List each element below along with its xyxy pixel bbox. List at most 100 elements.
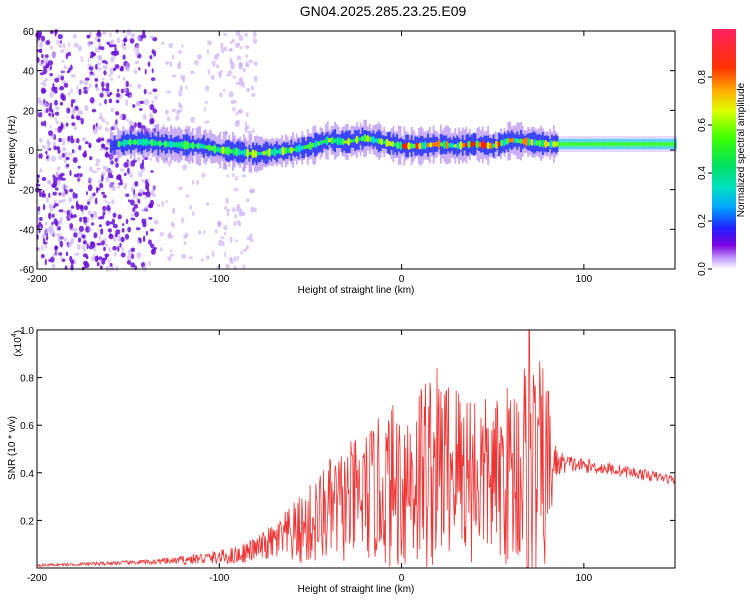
spectrogram-noise-cell	[69, 223, 74, 230]
spectrogram-noise-cell	[68, 42, 71, 48]
spectrogram-noise-cell	[193, 60, 199, 66]
spectrogram-band-cell	[467, 140, 471, 149]
spectrogram-noise-cell	[126, 167, 130, 175]
spectrogram-band-cell	[284, 147, 288, 155]
spectrogram-noise-cell	[101, 87, 105, 91]
spectrogram-noise-cell	[97, 54, 102, 60]
spectrogram-noise-cell	[172, 207, 176, 215]
spectrogram-noise-cell	[130, 213, 133, 218]
spectrogram-noise-cell	[48, 192, 51, 198]
snr-y-tick-label: 0.4	[20, 469, 34, 480]
spectrogram-noise-cell	[55, 220, 59, 227]
spectrogram-noise-cell	[167, 232, 170, 240]
spectrogram-noise-cell	[141, 208, 146, 212]
spectrogram-noise-cell	[61, 141, 65, 146]
spectrogram-band-cell	[429, 142, 433, 148]
spectrogram-noise-cell	[177, 49, 183, 54]
spectrogram-noise-cell	[104, 199, 107, 204]
spectrogram-noise-cell	[234, 176, 239, 181]
spectrogram-noise-cell	[104, 98, 107, 105]
spectrogram-band-cell	[554, 141, 559, 148]
spectrogram-noise-cell	[105, 61, 108, 65]
spectrogram-noise-cell	[70, 237, 75, 244]
spectrogram-band-cell	[426, 142, 430, 148]
spectrogram-band-cell	[445, 140, 449, 150]
spectrogram-band-cell	[511, 138, 515, 143]
spectrogram-noise-cell	[106, 205, 111, 212]
spectrogram-band-cell	[262, 151, 266, 156]
spectrogram-band-cell	[401, 143, 405, 149]
svg-text:(x104): (x104)	[11, 330, 24, 357]
spectrogram-noise-cell	[47, 60, 54, 66]
spectrogram-noise-cell	[238, 63, 243, 70]
spectrogram-noise-cell	[100, 89, 105, 94]
spectrogram-noise-cell	[62, 42, 66, 49]
spectrogram-noise-cell	[63, 159, 67, 164]
spectrogram-noise-cell	[51, 264, 56, 269]
spectrogram-noise-cell	[52, 174, 56, 178]
spectrogram-noise-cell	[101, 81, 105, 88]
spectrogram-noise-cell	[51, 213, 55, 218]
spectrogram-noise-cell	[81, 137, 87, 142]
spectrogram-noise-cell	[62, 147, 67, 152]
spectrogram-noise-cell	[70, 64, 73, 71]
spectrogram-band-cell	[437, 139, 441, 149]
spectrogram-noise-cell	[169, 253, 175, 257]
spectrogram-noise-cell	[185, 85, 188, 90]
spectrogram-y-tick-label: 20	[23, 106, 35, 117]
spectrogram-noise-cell	[222, 32, 228, 36]
spectrogram-band-cell	[273, 147, 277, 157]
spectrogram-noise-cell	[99, 183, 104, 189]
spectrogram-band-cell	[180, 141, 184, 149]
spectrogram-noise-cell	[203, 230, 206, 235]
snr-multiplier: (x104)	[11, 330, 24, 357]
snr-multiplier-close: )	[13, 330, 24, 333]
spectrogram-noise-cell	[235, 239, 239, 243]
spectrogram-band-cell	[461, 142, 466, 148]
spectrogram-noise-cell	[40, 121, 45, 126]
spectrogram-band-cell	[196, 142, 200, 150]
spectrogram-noise-cell	[210, 74, 215, 80]
spectrogram-x-tick-label: 100	[576, 274, 593, 285]
spectrogram-noise-cell	[151, 68, 154, 74]
spectrogram-band-cell	[615, 141, 619, 147]
spectrogram-noise-cell	[70, 214, 74, 219]
spectrogram-noise-cell	[233, 100, 238, 104]
spectrogram-band-cell	[161, 142, 165, 146]
spectrogram-noise-cell	[246, 63, 250, 68]
spectrogram-noise-cell	[49, 125, 52, 129]
spectrogram-noise-cell	[65, 52, 69, 60]
spectrogram-band-cell	[144, 138, 148, 147]
spectrogram-band-cell	[358, 137, 362, 142]
spectrogram-noise-cell	[78, 88, 82, 96]
spectrogram-noise-cell	[61, 59, 65, 63]
spectrogram-noise-cell	[170, 221, 174, 228]
spectrogram-noise-cell	[104, 166, 110, 173]
spectrogram-noise-cell	[37, 206, 41, 212]
spectrogram-noise-cell	[79, 80, 82, 85]
spectrogram-band-cell	[519, 138, 523, 144]
spectrogram-noise-cell	[132, 104, 136, 108]
spectrogram-noise-cell	[75, 203, 80, 211]
spectrogram-noise-cell	[44, 258, 47, 266]
spectrogram-noise-cell	[137, 239, 140, 245]
spectrogram-noise-cell	[235, 30, 241, 37]
spectrogram-band-cell	[535, 140, 540, 146]
spectrogram-noise-cell	[73, 232, 78, 238]
spectrogram-noise-cell	[89, 156, 93, 161]
spectrogram-band-cell	[204, 145, 209, 150]
spectrogram-noise-cell	[252, 128, 255, 134]
spectrogram-band-cell	[347, 137, 351, 146]
spectrogram-band-cell	[587, 141, 591, 147]
spectrogram-noise-cell	[220, 236, 225, 240]
spectrogram-noise-cell	[41, 53, 44, 59]
spectrogram-noise-cell	[112, 212, 117, 218]
spectrogram-noise-cell	[87, 40, 92, 47]
spectrogram-noise-cell	[57, 199, 63, 204]
spectrogram-noise-cell	[135, 227, 141, 231]
spectrogram-noise-cell	[98, 103, 103, 106]
spectrogram-band-cell	[245, 148, 250, 158]
spectrogram-band-cell	[590, 141, 594, 147]
spectrogram-band-cell	[314, 140, 318, 148]
spectrogram-noise-cell	[114, 64, 120, 69]
